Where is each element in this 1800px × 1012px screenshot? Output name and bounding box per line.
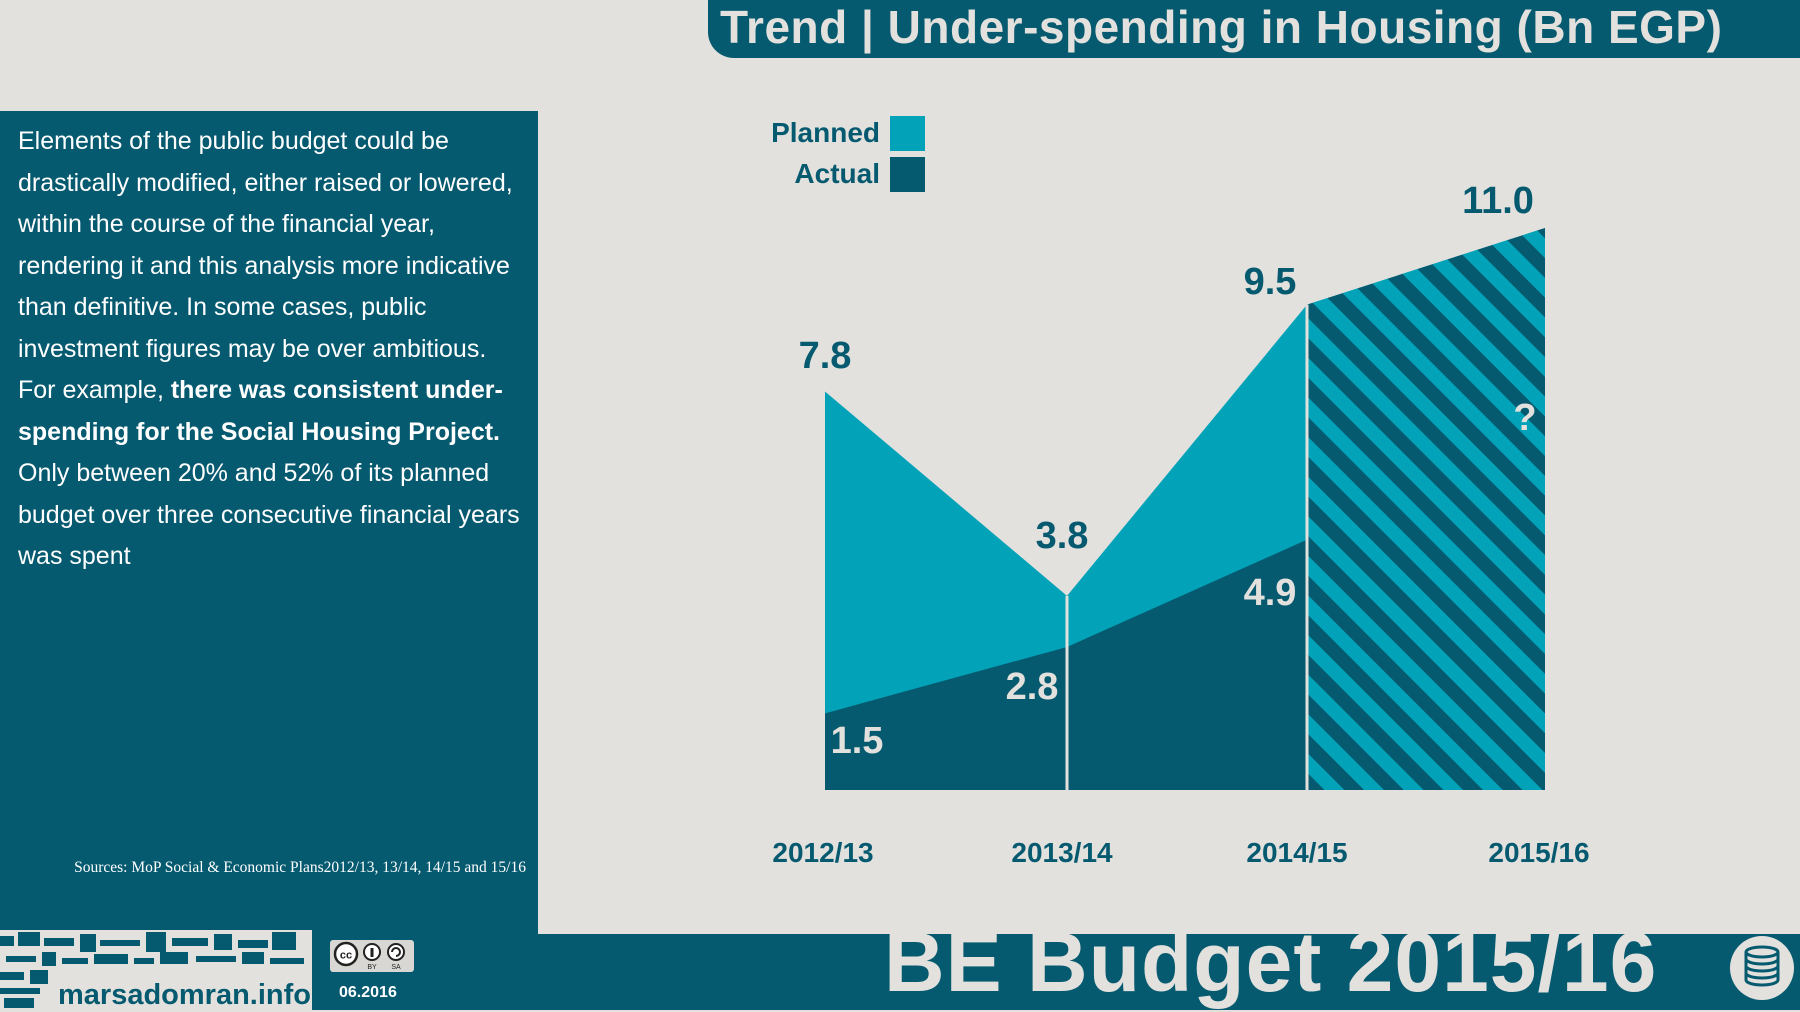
planned-value-label: 11.0	[1462, 180, 1534, 222]
page-title: Trend | Under-spending in Housing (Bn EG…	[708, 0, 1800, 58]
cc-mark: cc	[340, 950, 352, 962]
cc-license-badge[interactable]: cc BY SA	[330, 940, 414, 972]
x-axis: 2012/13 2013/14 2014/15 2015/16	[772, 837, 1589, 868]
planned-value-label: 7.8	[799, 335, 852, 377]
x-tick-label: 2013/14	[1011, 837, 1113, 868]
x-tick-label: 2014/15	[1246, 837, 1347, 868]
planned-value-label: 9.5	[1244, 261, 1297, 303]
planned-value-label: 3.8	[1036, 515, 1089, 557]
budget-title: BE Budget 2015/16	[884, 915, 1658, 1009]
legend-swatch	[890, 157, 925, 192]
legend-swatch	[890, 116, 925, 151]
actual-projection-hatch	[1307, 443, 1545, 790]
actual-value-label: 4.9	[1244, 572, 1297, 614]
legend: Planned Actual	[771, 116, 925, 192]
publish-date: 06.2016	[339, 984, 397, 1001]
description-conclusion: Only between 20% and 52% of its planned …	[18, 459, 520, 570]
description-panel: Elements of the public budget could be d…	[0, 111, 538, 934]
description-text: Elements of the public budget could be d…	[18, 121, 528, 578]
description-intro: Elements of the public budget could be d…	[18, 127, 513, 404]
unknown-value-label: ?	[1513, 397, 1536, 439]
cc-license-icon: cc BY SA	[333, 941, 405, 971]
cc-by-text: BY	[367, 964, 377, 971]
coin-stack-icon	[1730, 936, 1794, 1000]
sources-note: Sources: MoP Social & Economic Plans2012…	[74, 859, 526, 876]
description-highlight: there was consistent under-spending for …	[18, 376, 503, 446]
legend-label: Actual	[794, 158, 880, 189]
cc-sa-text: SA	[391, 964, 401, 971]
x-tick-label: 2015/16	[1488, 837, 1589, 868]
actual-value-label: 2.8	[1006, 666, 1059, 708]
logo-pattern-icon	[0, 932, 304, 1008]
chart-area	[825, 228, 1545, 790]
data-labels: 7.8 3.8 9.5 11.0 1.5 2.8 4.9?	[799, 180, 1537, 762]
logo-url[interactable]: marsadomran.info	[58, 979, 311, 1010]
legend-label: Planned	[771, 117, 880, 148]
x-tick-label: 2012/13	[772, 837, 873, 868]
actual-value-label: 1.5	[831, 720, 884, 762]
marsad-logo[interactable]: marsadomran.info	[0, 930, 312, 1010]
